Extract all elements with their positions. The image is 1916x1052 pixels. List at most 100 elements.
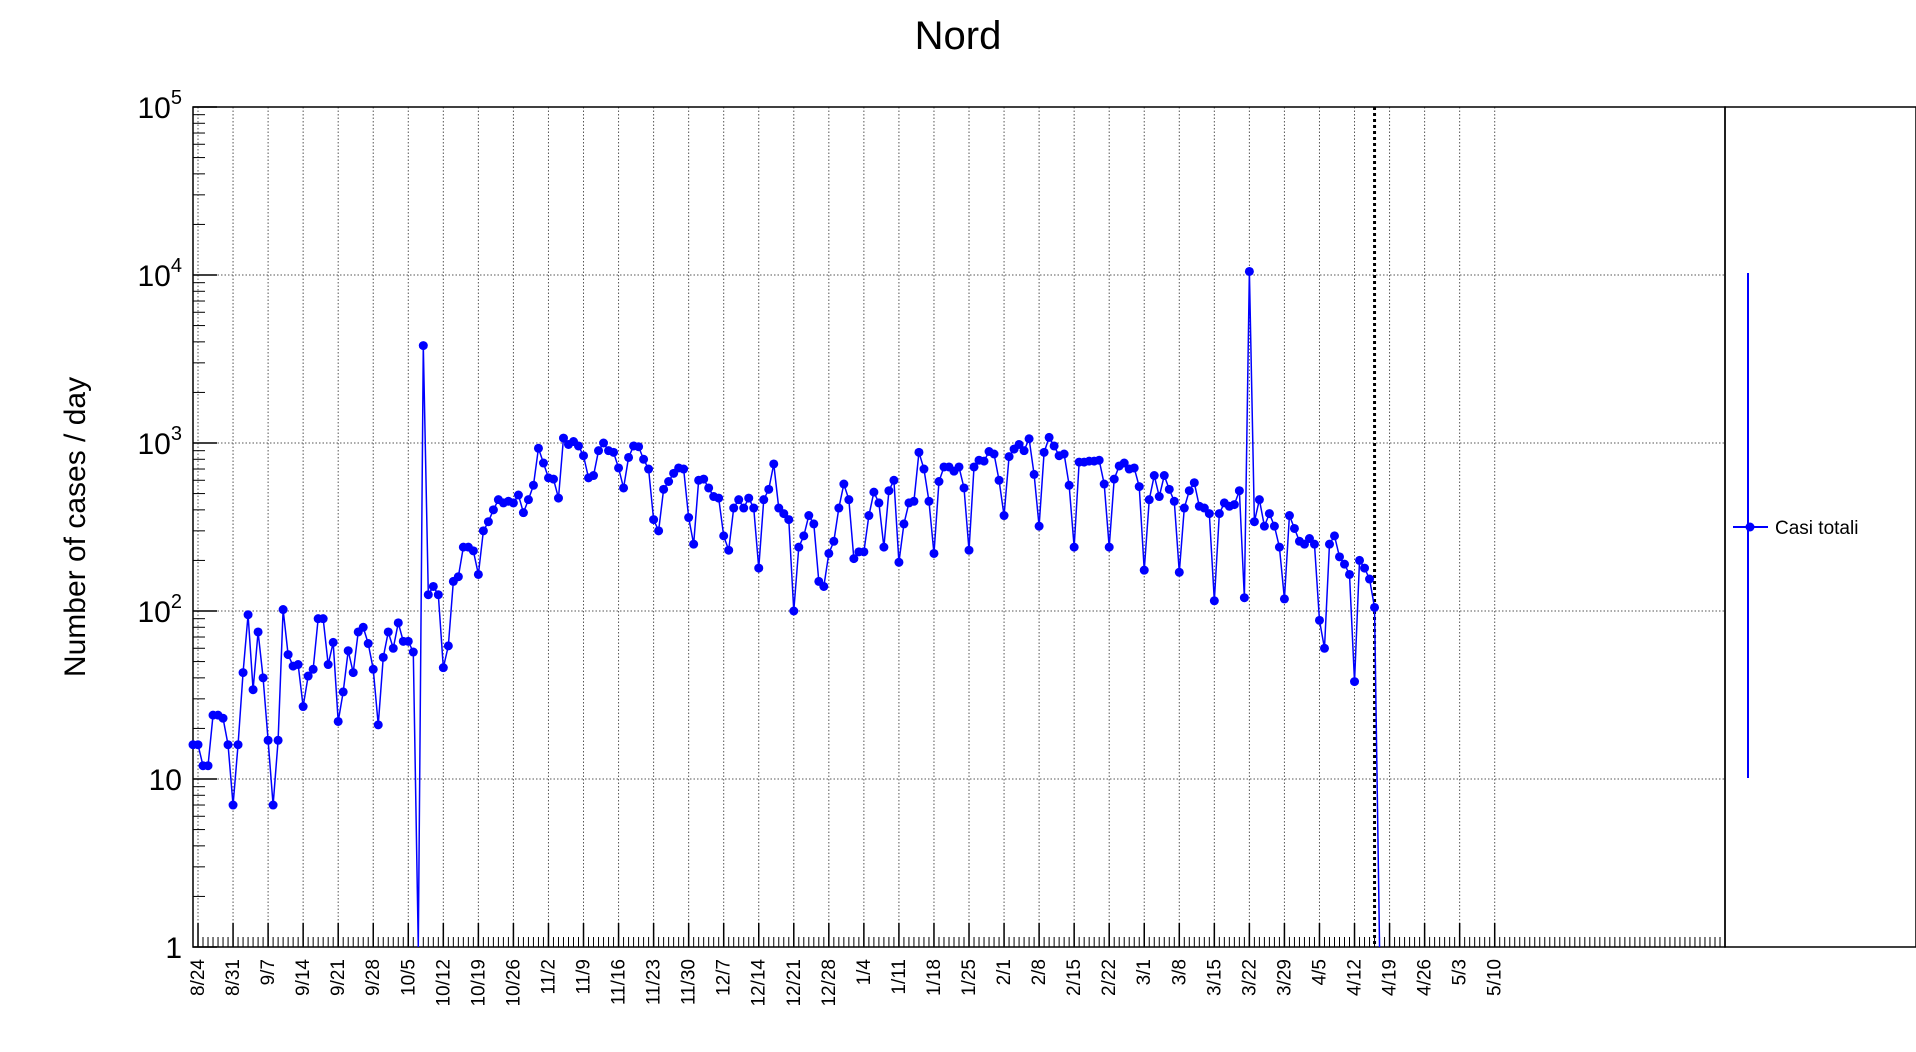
- data-point: [809, 519, 819, 529]
- data-point: [1239, 593, 1249, 603]
- data-point: [994, 475, 1004, 485]
- data-point: [308, 664, 318, 674]
- data-point: [1209, 596, 1219, 606]
- data-point: [468, 546, 478, 556]
- data-point: [824, 548, 834, 558]
- data-point: [223, 740, 233, 750]
- data-point: [478, 526, 488, 536]
- x-tick-label: 4/5: [1309, 959, 1330, 985]
- series-line: [193, 271, 1381, 948]
- y-tick-label: 10: [149, 764, 182, 797]
- x-tick-label: 1/4: [854, 959, 875, 986]
- data-point: [794, 542, 804, 552]
- data-point: [238, 668, 248, 678]
- data-point: [293, 660, 303, 670]
- data-point: [393, 618, 403, 628]
- data-point: [834, 503, 844, 513]
- data-point: [1039, 447, 1049, 457]
- data-point: [1324, 539, 1334, 549]
- x-tick-label: 1/25: [959, 959, 980, 996]
- data-point: [909, 496, 919, 506]
- data-point: [338, 687, 348, 697]
- data-point: [328, 637, 338, 647]
- data-point: [789, 606, 799, 616]
- data-point: [1044, 432, 1054, 442]
- data-point: [829, 536, 839, 546]
- data-point: [1164, 484, 1174, 494]
- data-point: [614, 463, 624, 473]
- data-point: [203, 761, 213, 771]
- data-point: [724, 545, 734, 555]
- x-tick-label: 3/8: [1169, 959, 1190, 985]
- data-point: [408, 647, 418, 657]
- x-tick-label: 1/18: [924, 959, 945, 996]
- data-point: [258, 673, 268, 683]
- data-point: [418, 341, 428, 351]
- data-point: [1279, 594, 1289, 604]
- data-point: [1024, 434, 1034, 444]
- grid-lines: [193, 107, 1725, 947]
- data-point: [1370, 602, 1380, 612]
- data-point: [1139, 565, 1149, 575]
- data-point: [1184, 486, 1194, 496]
- data-point: [734, 495, 744, 505]
- data-point: [538, 458, 548, 468]
- x-tick-label: 2/15: [1064, 959, 1085, 996]
- data-point: [1049, 441, 1059, 451]
- data-point: [473, 569, 483, 579]
- data-point: [594, 446, 604, 456]
- data-point: [433, 590, 443, 600]
- data-point: [1069, 542, 1079, 552]
- x-tick-label: 11/16: [609, 959, 630, 1005]
- data-point: [403, 636, 413, 646]
- x-tick-label: 9/21: [328, 959, 349, 996]
- data-point: [1340, 559, 1350, 569]
- legend-frame: [1724, 106, 1916, 948]
- data-point: [488, 505, 498, 515]
- x-tick-label: 9/7: [258, 959, 279, 985]
- data-point: [343, 646, 353, 656]
- data-point: [423, 590, 433, 600]
- data-point: [1119, 458, 1129, 468]
- data-point: [553, 493, 563, 503]
- data-point: [679, 464, 689, 474]
- data-point: [428, 581, 438, 591]
- x-tick-label: 9/14: [293, 959, 314, 996]
- data-point: [508, 498, 518, 508]
- x-tick-label: 2/22: [1099, 959, 1120, 996]
- data-point: [1249, 517, 1259, 527]
- y-tick-exponent: 2: [171, 591, 182, 613]
- x-tick-label: 12/7: [714, 959, 735, 996]
- data-point: [839, 479, 849, 489]
- data-point: [1254, 495, 1264, 505]
- data-point: [443, 641, 453, 651]
- data-point: [1234, 486, 1244, 496]
- x-tick-label: 2/8: [1029, 959, 1050, 985]
- data-point: [548, 474, 558, 484]
- data-point: [323, 660, 333, 670]
- data-point: [804, 511, 814, 521]
- legend-marker: [1745, 522, 1755, 532]
- data-point: [1259, 521, 1269, 531]
- data-point: [699, 474, 709, 484]
- data-point: [1274, 542, 1284, 552]
- x-tick-label: 8/31: [223, 959, 244, 996]
- data-point: [278, 605, 288, 615]
- data-point: [1269, 521, 1279, 531]
- data-point: [624, 452, 634, 462]
- data-point: [634, 442, 644, 452]
- data-point: [609, 447, 619, 457]
- data-point: [769, 459, 779, 469]
- data-point: [1314, 615, 1324, 625]
- data-point: [228, 800, 238, 810]
- data-point: [1334, 552, 1344, 562]
- x-tick-label: 2/1: [994, 959, 1015, 985]
- data-point: [1329, 531, 1339, 541]
- data-point: [1094, 455, 1104, 465]
- data-point: [1104, 542, 1114, 552]
- x-tick-label: 9/28: [363, 959, 384, 996]
- data-point: [378, 652, 388, 662]
